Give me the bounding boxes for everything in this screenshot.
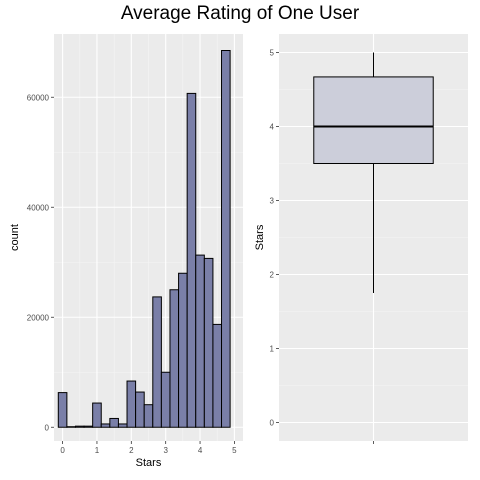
histogram-y-axis-label: count [9, 224, 21, 251]
histogram-x-tick-label: 2 [129, 446, 134, 455]
histogram-y-tick-label: 40000 [27, 203, 50, 212]
boxplot-y-tick-label: 2 [270, 271, 275, 280]
histogram-bar [169, 289, 180, 428]
histogram-bar [109, 417, 119, 428]
boxplot-y-tick-label: 4 [270, 123, 275, 132]
histogram-bar [74, 425, 85, 428]
histogram-bar [178, 272, 188, 428]
histogram-y-tick-label: 60000 [27, 93, 50, 102]
histogram-x-axis-label: Stars [136, 457, 162, 469]
histogram-x-tick-label: 4 [198, 446, 203, 455]
histogram-bar [92, 402, 102, 428]
histogram-bar [66, 426, 76, 428]
histogram-x-tick-label: 3 [163, 446, 168, 455]
boxplot-ticks: 0 1 2 3 4 5 [270, 49, 374, 444]
histogram-x-tick-label: 0 [60, 446, 65, 455]
boxplot-y-axis-label: Stars [254, 224, 266, 250]
histogram-x-tick-label: 1 [95, 446, 100, 455]
histogram-bars [57, 50, 231, 428]
histogram-bar [57, 392, 68, 428]
histogram-panel: 0 1 2 3 4 5 0 20000 40000 60000 Stars count [9, 34, 243, 469]
boxplot-y-tick-label: 0 [270, 419, 275, 428]
histogram-bar [203, 257, 214, 428]
boxplot-panel: 0 1 2 3 4 5 Stars [254, 34, 468, 444]
boxplot-y-tick-label: 1 [270, 345, 275, 354]
histogram-y-tick-label: 20000 [27, 313, 50, 322]
histogram-bar [212, 323, 223, 428]
boxplot-y-tick-label: 5 [270, 49, 275, 58]
histogram-bar [160, 371, 171, 428]
boxplot-y-tick-label: 3 [270, 197, 275, 206]
histogram-bar [100, 423, 111, 428]
boxplot-box [313, 76, 434, 164]
histogram-y-tick-label: 0 [45, 423, 50, 432]
histogram-x-tick-label: 5 [232, 446, 237, 455]
histogram-bar [221, 50, 231, 428]
histogram-bar [195, 254, 205, 428]
histogram-bar [126, 380, 137, 428]
histogram-bar [152, 296, 162, 428]
boxplot-marks [313, 52, 434, 293]
histogram-bar [117, 423, 128, 428]
histogram-bar [83, 425, 94, 428]
histogram-ticks: 0 1 2 3 4 5 0 20000 40000 60000 [27, 93, 237, 455]
histogram-bar [135, 391, 145, 428]
histogram-bar [186, 92, 197, 428]
histogram-bar [143, 404, 154, 428]
figure-title: Average Rating of One User [121, 3, 360, 24]
